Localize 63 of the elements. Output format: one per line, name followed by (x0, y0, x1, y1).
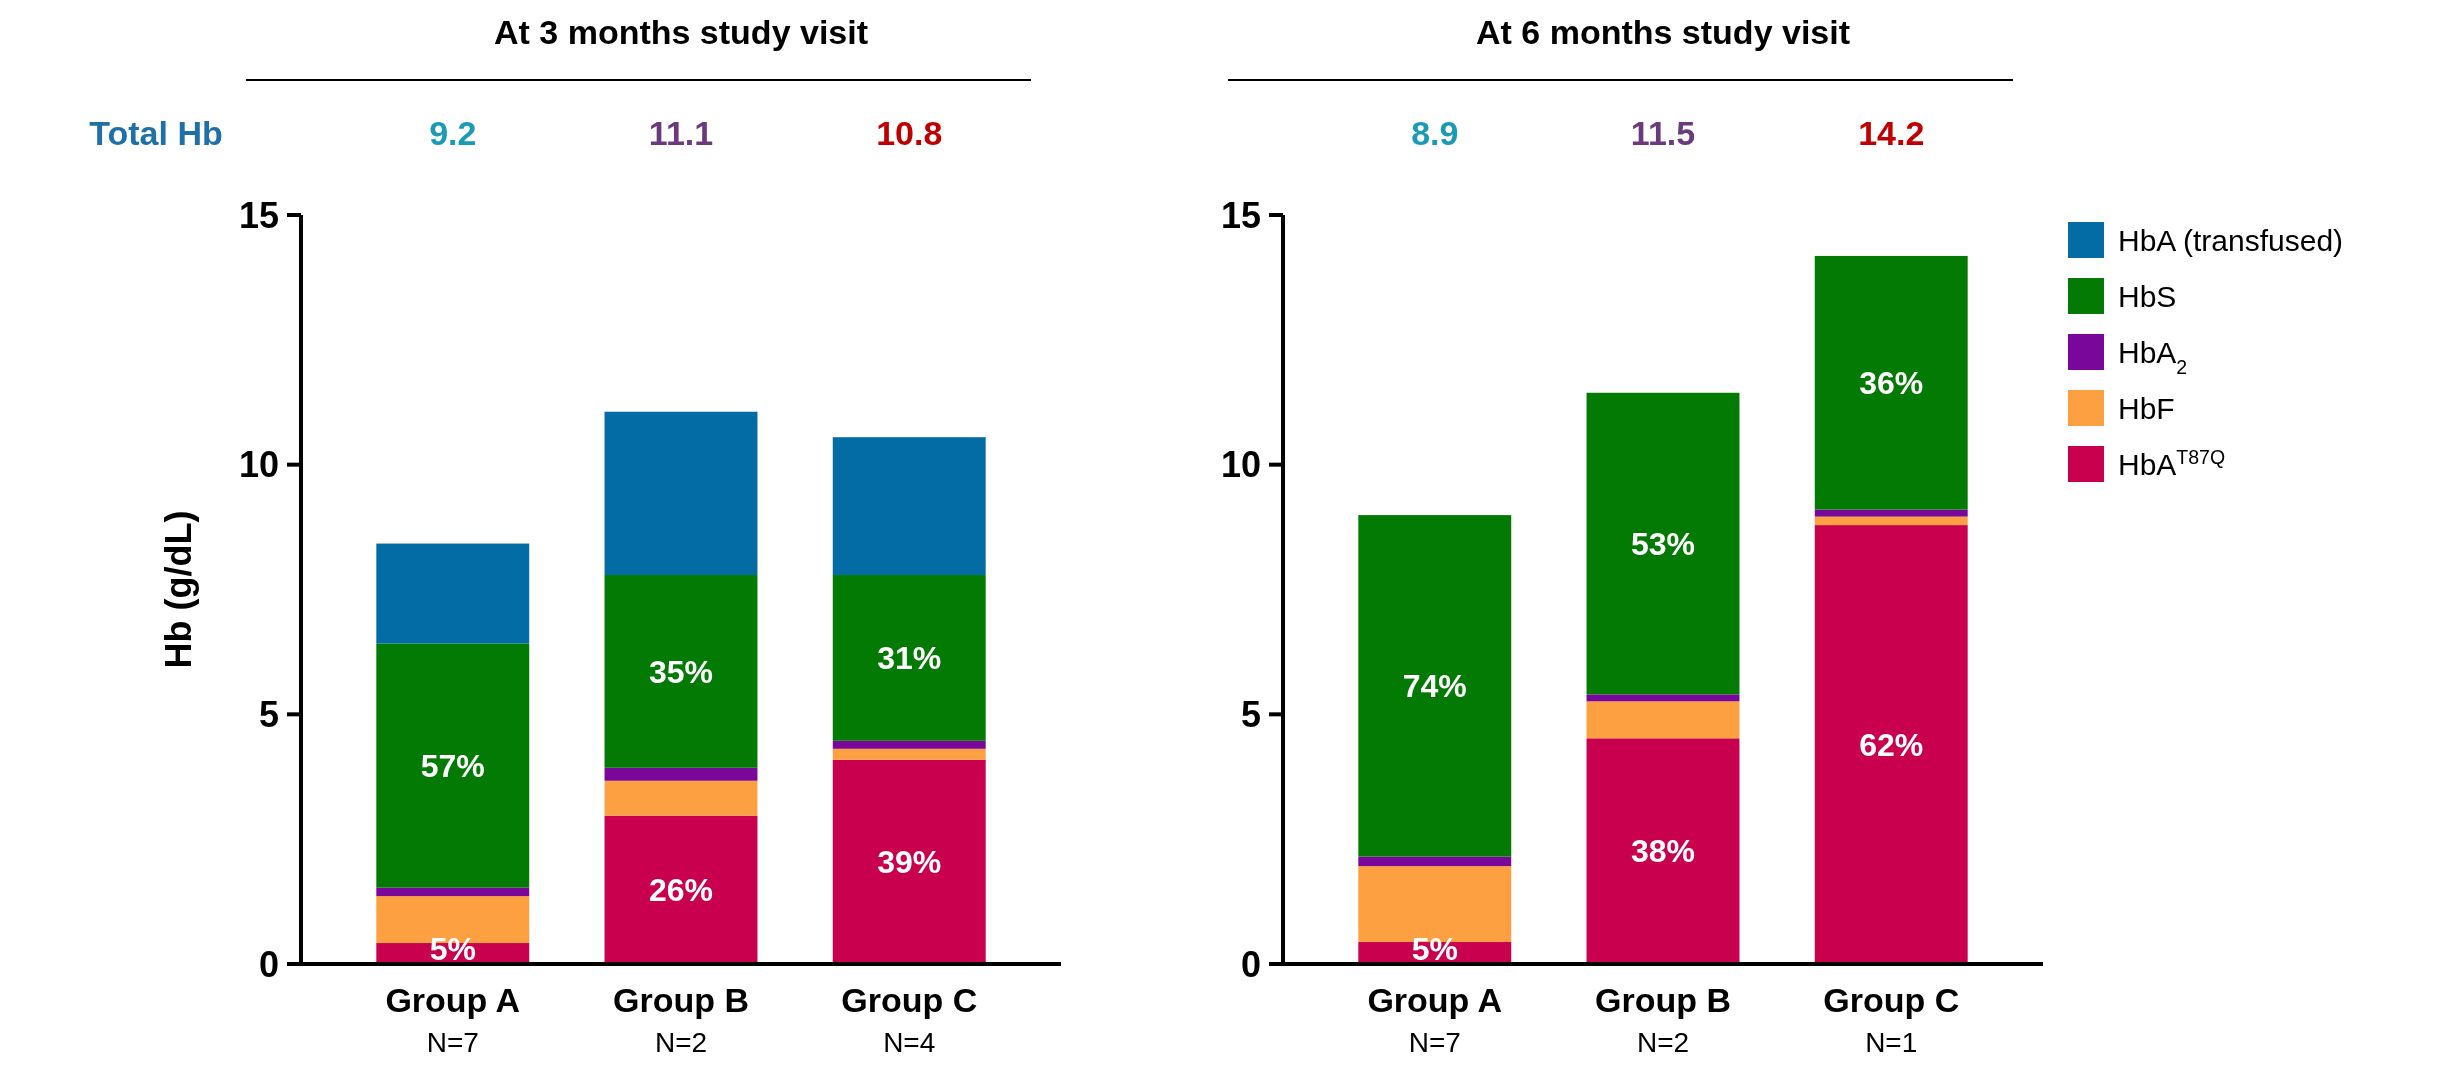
x-tick-label: Group B N=2 (1595, 981, 1731, 1058)
y-tick-label: 5 (1240, 693, 1261, 735)
bar (604, 767, 758, 781)
text: 11.5 (1630, 114, 1696, 152)
bar (1358, 856, 1512, 867)
bar (832, 748, 986, 760)
bar (604, 575, 758, 768)
annotation: 38% (1630, 833, 1696, 870)
y-tick-label: 10 (1220, 444, 1261, 486)
legend-label: HbA$^{T87Q}$ (2118, 445, 2226, 481)
legend-label: HbS (2118, 279, 2177, 313)
x-tick-label: Group C N=4 (841, 981, 978, 1058)
bar (832, 437, 986, 576)
annotation: 57% (420, 747, 485, 784)
bar (1358, 515, 1512, 857)
text: 11.1 (648, 114, 714, 152)
bar (832, 575, 986, 741)
text: Total Hb (89, 114, 223, 152)
bar (604, 815, 758, 964)
annotation: 5% (1411, 931, 1458, 967)
legend-label: HbA$_{2}$ (2118, 335, 2188, 378)
text: 9.2 (429, 114, 477, 152)
annotation: 31% (877, 640, 942, 677)
y-tick-label: 0 (258, 943, 279, 985)
bar (604, 780, 758, 816)
x-tick-label: Group A N=7 (385, 981, 521, 1058)
bar (1586, 392, 1740, 695)
bar (1586, 694, 1740, 702)
legend-label: HbA (transfused) (2118, 223, 2344, 257)
text: 8.9 (1411, 114, 1459, 152)
x-tick-label: Group A N=7 (1367, 981, 1503, 1058)
annotation: 62% (1859, 726, 1924, 763)
bar (376, 887, 530, 897)
y-tick-label: 15 (1220, 194, 1261, 236)
annotation: 39% (877, 844, 942, 881)
bar (1814, 255, 1968, 510)
annotation: 36% (1859, 364, 1924, 401)
bar (604, 411, 758, 576)
y-tick-label: 0 (1240, 943, 1261, 985)
annotation: 35% (648, 653, 714, 690)
bar (1586, 738, 1740, 964)
bar (1586, 701, 1740, 739)
bar (832, 759, 986, 964)
y-tick-label: 10 (238, 444, 279, 486)
x-tick-label: Group C N=1 (1823, 981, 1960, 1058)
chart-title: At 6 months study visit (1475, 13, 1851, 51)
bar (1814, 525, 1968, 964)
chart-title: At 3 months study visit (493, 13, 869, 51)
annotation: 53% (1630, 525, 1696, 562)
text: 10.8 (876, 114, 943, 152)
y-axis-title: Hb (g/dL) (158, 510, 199, 669)
x-tick-label: Group B N=2 (613, 981, 749, 1058)
bar (1814, 516, 1968, 526)
text: 14.2 (1858, 114, 1925, 152)
bar (832, 740, 986, 749)
annotation: 74% (1402, 668, 1467, 705)
bar (376, 643, 530, 888)
bar (1814, 509, 1968, 517)
y-tick-label: 15 (238, 194, 279, 236)
y-tick-label: 5 (258, 693, 279, 735)
annotation: 26% (648, 872, 714, 909)
bar (376, 543, 530, 644)
legend-label: HbF (2118, 391, 2175, 425)
